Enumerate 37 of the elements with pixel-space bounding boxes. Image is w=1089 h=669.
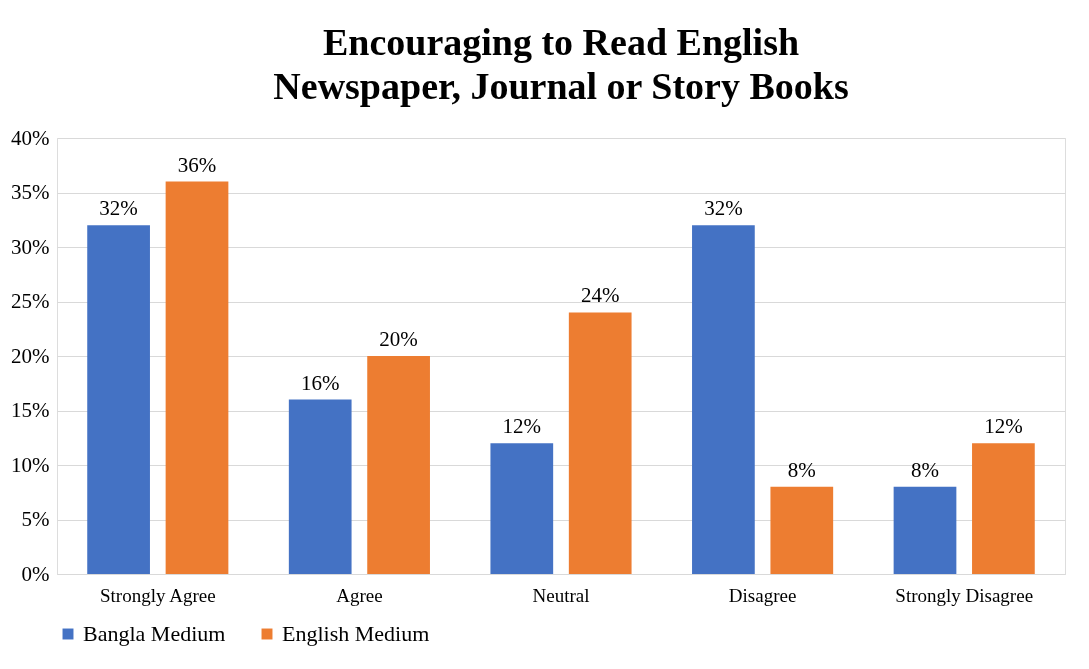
bar: [490, 443, 554, 574]
y-tick-label: 30%: [11, 234, 50, 259]
y-tick-label: 5%: [21, 507, 50, 531]
bar: [692, 225, 755, 574]
y-tick-label: 40%: [11, 125, 50, 150]
chart-title: Encouraging to Read English Newspaper, Journal or Story Books: [273, 21, 849, 107]
bar: [367, 356, 430, 574]
bar: [87, 225, 150, 574]
y-tick-label: 20%: [11, 343, 50, 368]
data-label: 32%: [99, 196, 138, 221]
y-tick-label: 0%: [21, 561, 50, 586]
bar: [770, 486, 834, 574]
legend-label: Bangla Medium: [83, 621, 226, 646]
y-tick-label: 25%: [11, 289, 50, 313]
data-label: 8%: [911, 457, 939, 482]
bar: [972, 443, 1035, 574]
y-tick-label: 35%: [11, 180, 50, 204]
data-label: 32%: [704, 196, 743, 221]
bar: [893, 486, 957, 574]
bar: [568, 312, 632, 574]
data-label: 12%: [502, 414, 542, 439]
data-label: 8%: [787, 457, 816, 482]
legend-label: English Medium: [282, 621, 430, 646]
y-tick-label: 15%: [11, 398, 50, 422]
x-tick-label: Agree: [336, 584, 383, 606]
y-tick-label: 10%: [11, 452, 50, 477]
x-tick-label: Strongly Agree: [100, 584, 216, 606]
data-label: 24%: [580, 283, 620, 308]
data-label: 20%: [379, 327, 418, 351]
x-tick-label: Neutral: [532, 584, 590, 606]
x-tick-label: Strongly Disagree: [895, 584, 1034, 606]
data-label: 16%: [300, 370, 340, 395]
bar: [165, 181, 229, 574]
x-tick-label: Disagree: [728, 584, 797, 606]
data-label: 12%: [984, 414, 1023, 439]
bar: [288, 399, 352, 574]
data-label: 36%: [177, 152, 217, 177]
